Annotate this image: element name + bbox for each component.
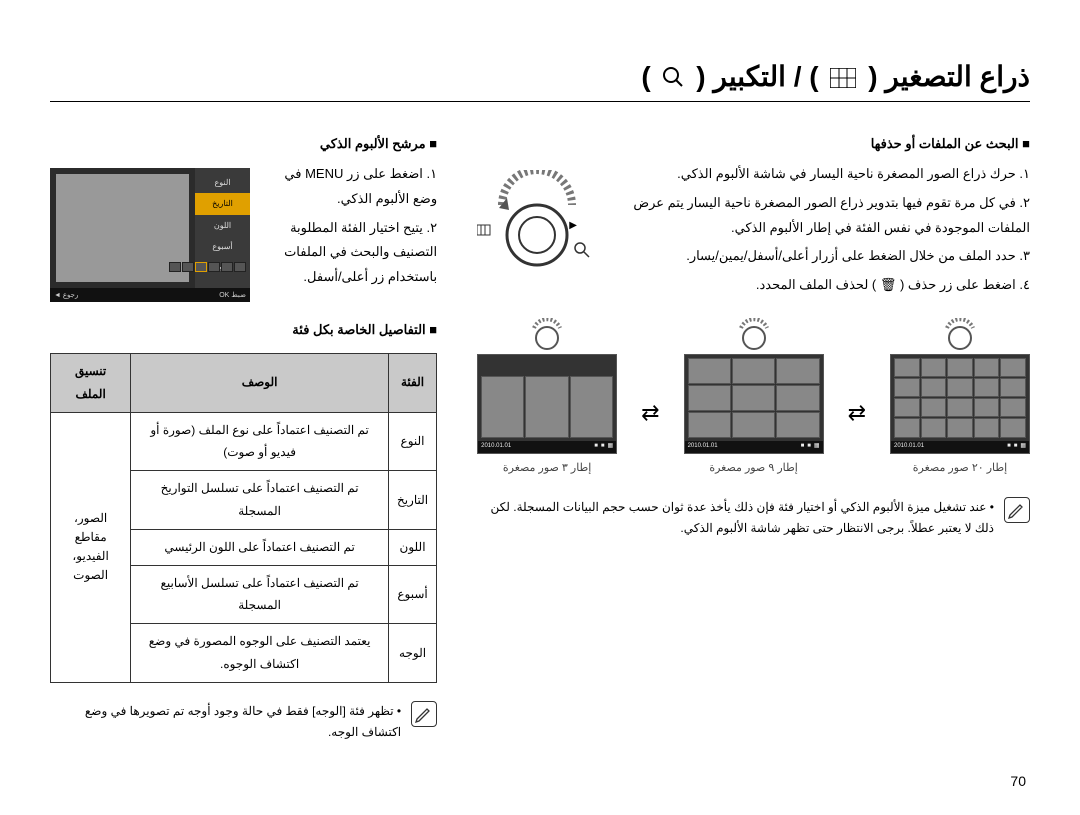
title-part2: التكبير (713, 61, 786, 92)
album-menu-item: أسبوع (195, 236, 250, 257)
mini-dial-icon (937, 318, 983, 352)
double-arrow-icon: ⇄ (641, 362, 659, 434)
double-arrow-icon: ⇄ (848, 362, 866, 434)
thumb-grid-3: ▦■■2010.01.01 (477, 354, 617, 454)
cell-desc: تم التصنيف اعتماداً على نوع الملف (صورة … (131, 412, 389, 471)
cell-cat: الوجه (388, 624, 436, 683)
note-icon (1004, 497, 1030, 523)
thumb-20-block: ▦■■2010.01.01 إطار ٢٠ صور مصغرة (890, 318, 1030, 479)
album-menu-item: اللون (195, 215, 250, 236)
album-footer: ضبط OK رجوع ◄ (50, 288, 250, 302)
magnifier-icon (662, 63, 684, 95)
thumb-caption: إطار ٩ صور مصغرة (684, 458, 824, 479)
slash: / (794, 61, 802, 92)
cell-desc: يعتمد التصنيف على الوجوه المصورة في وضع … (131, 624, 389, 683)
cell-cat: النوع (388, 412, 436, 471)
mini-dial-icon (524, 318, 570, 352)
thumb-grid-20: ▦■■2010.01.01 (890, 354, 1030, 454)
paren-open-2: ( (696, 61, 705, 92)
note-right: • عند تشغيل ميزة الألبوم الذكي أو اختيار… (477, 497, 1030, 540)
cell-desc: تم التصنيف اعتماداً على اللون الرئيسي (131, 529, 389, 565)
thumb-3-block: ▦■■2010.01.01 إطار ٣ صور مصغرة (477, 318, 617, 479)
album-preview: النوع التاريخ اللون أسبوع الوجه ضبط OK ر… (50, 168, 250, 302)
footer-ok: ضبط OK (219, 289, 246, 302)
cell-format: الصور، مقاطع الفيديو، الصوت (51, 412, 131, 682)
note-right-text: عند تشغيل ميزة الألبوم الذكي أو اختيار ف… (491, 500, 995, 536)
thumbnail-examples-row: ▦■■2010.01.01 إطار ٢٠ صور مصغرة ⇄ ▦■■201… (477, 318, 1030, 479)
zoom-lever-diagram: ▶ ⊞ (477, 170, 597, 290)
cell-desc: تم التصنيف اعتماداً على تسلسل التواريخ ا… (131, 471, 389, 530)
paren-close-2: ) (641, 61, 650, 92)
footer-back: رجوع ◄ (54, 289, 78, 302)
paren-open-1: ( (868, 61, 877, 92)
mini-dial-icon (731, 318, 777, 352)
category-details-table: الفئة الوصف تنسيق الملف النوع تم التصنيف… (50, 353, 437, 683)
right-column: البحث عن الملفات أو حذفها ▶ ⊞ ١. حرك ذرا… (477, 122, 1030, 744)
cell-desc: تم التصنيف اعتماداً على تسلسل الأسابيع ا… (131, 565, 389, 624)
details-heading: التفاصيل الخاصة بكل فئة (50, 318, 437, 343)
thumb-9-block: ▦■■2010.01.01 إطار ٩ صور مصغرة (684, 318, 824, 479)
cell-cat: أسبوع (388, 565, 436, 624)
th-category: الفئة (388, 353, 436, 412)
svg-text:▶: ▶ (569, 220, 577, 231)
paren-close-1: ) (809, 61, 818, 92)
album-menu-item: التاريخ (195, 193, 250, 214)
note-icon (411, 701, 437, 727)
th-format: تنسيق الملف (51, 353, 131, 412)
thumbnail-grid-icon (830, 63, 856, 95)
page-number: 70 (1010, 773, 1026, 789)
cell-cat: التاريخ (388, 471, 436, 530)
smart-filter-heading: مرشح الألبوم الذكي (50, 132, 437, 157)
title-part1: ذراع التصغير (885, 61, 1030, 92)
page-title: ذراع التصغير ( ) / التكبير ( ) (50, 60, 1030, 102)
thumb-caption: إطار ٢٠ صور مصغرة (890, 458, 1030, 479)
left-column: مرشح الألبوم الذكي النوع التاريخ اللون أ… (50, 122, 437, 744)
thumb-caption: إطار ٣ صور مصغرة (477, 458, 617, 479)
album-menu-item: النوع (195, 172, 250, 193)
album-thumbstrip (169, 262, 246, 272)
table-header-row: الفئة الوصف تنسيق الملف (51, 353, 437, 412)
search-delete-heading: البحث عن الملفات أو حذفها (477, 132, 1030, 157)
cell-cat: اللون (388, 529, 436, 565)
note-left-text: تظهر فئة [الوجه] فقط في حالة وجود أوجه ت… (85, 704, 401, 740)
th-desc: الوصف (131, 353, 389, 412)
table-row: النوع تم التصنيف اعتماداً على نوع الملف … (51, 412, 437, 471)
thumb-grid-9: ▦■■2010.01.01 (684, 354, 824, 454)
note-left: • تظهر فئة [الوجه] فقط في حالة وجود أوجه… (50, 701, 437, 744)
